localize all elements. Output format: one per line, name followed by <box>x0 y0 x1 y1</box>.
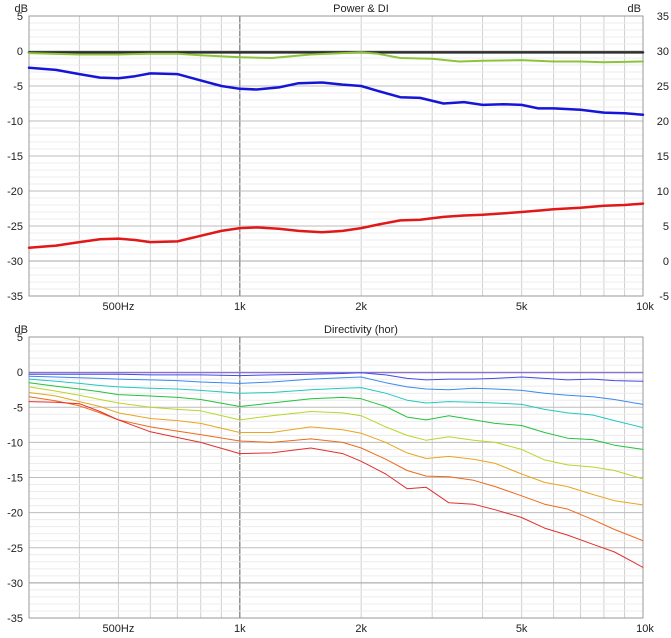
x-tick-label: 1k <box>234 301 246 313</box>
chart-title: Directivity (hor) <box>324 324 398 336</box>
y-tick-label-left: -5 <box>13 81 23 93</box>
directivity-chart: Directivity (hor) dB5 0 -5 -10 -15 -20 -25 -30 -3… <box>7 324 654 635</box>
y-axis-unit-right: dB <box>628 3 641 15</box>
y-tick-label-left: -30 <box>7 578 23 590</box>
y-tick-label-left: -35 <box>7 291 23 303</box>
y-tick-label-right: 0 <box>663 256 669 268</box>
y-tick-label-left: -15 <box>7 473 23 485</box>
y-tick-label-right: 35 <box>657 11 669 23</box>
x-tick-label: 500Hz <box>103 623 135 635</box>
series-line-3 <box>27 66 645 116</box>
y-tick-label-left: -15 <box>7 151 23 163</box>
y-tick-label-right: 5 <box>663 221 669 233</box>
y-tick-label-left: -5 <box>13 402 23 414</box>
series-line-5 <box>28 382 644 450</box>
series-line-7 <box>28 392 644 506</box>
series-line-2 <box>28 372 644 382</box>
y-tick-label-right: 10 <box>657 186 669 198</box>
y-axis-unit-left: dB <box>15 324 28 336</box>
y-tick-label-left: -10 <box>7 437 23 449</box>
series-line-4 <box>28 378 644 429</box>
y-tick-label-left: -10 <box>7 116 23 128</box>
horizontal-grid <box>29 15 643 297</box>
y-tick-label-left: -30 <box>7 256 23 268</box>
x-tick-label: 10k <box>636 623 654 635</box>
y-axis-unit-left: dB <box>15 3 28 15</box>
y-tick-label-left: -20 <box>7 508 23 520</box>
y-tick-label-left: -25 <box>7 543 23 555</box>
series-line-6 <box>28 386 644 480</box>
x-tick-label: 1k <box>234 623 246 635</box>
chart-title: Power & DI <box>333 3 389 15</box>
y-tick-label-left: 0 <box>17 367 23 379</box>
x-tick-label: 10k <box>636 301 654 313</box>
x-tick-label: 500Hz <box>103 301 135 313</box>
plot-frame <box>28 15 644 297</box>
x-tick-label: 5k <box>516 301 528 313</box>
y-tick-label-left: 0 <box>17 46 23 58</box>
y-axis-left-ticks: 5 0 -5 -10 -15 -20 -25 -30 -35 <box>7 11 23 303</box>
x-axis-ticks: 500Hz 1k 2k 5k 10k <box>103 623 655 635</box>
y-tick-label-right: 20 <box>657 116 669 128</box>
series-group <box>27 51 645 249</box>
y-tick-label-left: 5 <box>17 332 23 344</box>
y-tick-label-left: 5 <box>17 11 23 23</box>
x-tick-label: 2k <box>355 623 367 635</box>
y-tick-label-right: 25 <box>657 81 669 93</box>
y-tick-label-right: 30 <box>657 46 669 58</box>
x-axis-ticks: 500Hz 1k 2k 5k 10k <box>103 301 655 313</box>
series-line-4 <box>27 202 645 249</box>
x-tick-label: 2k <box>355 301 367 313</box>
series-group <box>28 372 644 568</box>
x-tick-label: 5k <box>516 623 528 635</box>
y-tick-label-left: -20 <box>7 186 23 198</box>
y-axis-left-ticks: 5 0 -5 -10 -15 -20 -25 -30 -35 <box>7 332 23 625</box>
y-tick-label-right: -5 <box>659 291 669 303</box>
plot-frame <box>28 336 644 619</box>
series-line-3 <box>28 375 644 405</box>
y-tick-label-left: -35 <box>7 613 23 625</box>
y-tick-label-right: 15 <box>657 151 669 163</box>
series-line-9 <box>28 401 644 568</box>
y-axis-right-ticks: 35 30 25 20 15 10 5 0 -5 <box>657 11 669 303</box>
y-tick-label-left: -25 <box>7 221 23 233</box>
series-line-2 <box>28 51 644 64</box>
